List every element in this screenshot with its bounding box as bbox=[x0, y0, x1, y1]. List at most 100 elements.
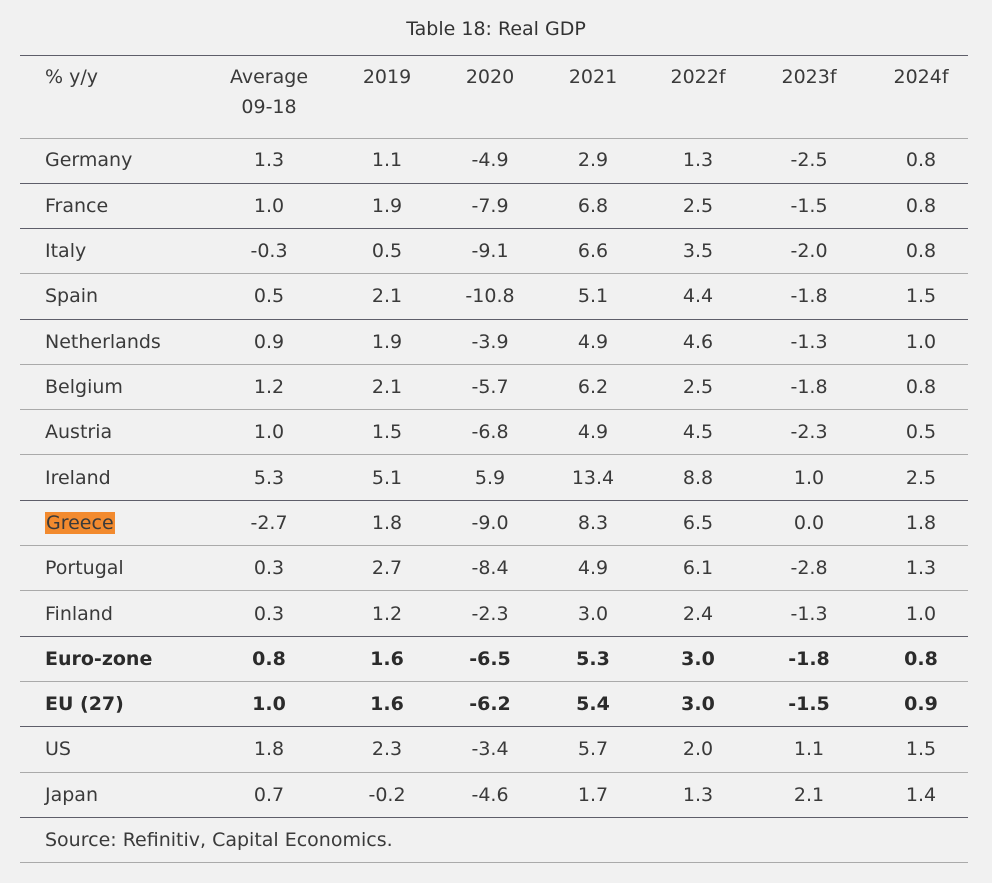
table-cell: -1.8 bbox=[790, 376, 828, 398]
table-cell: 1.6 bbox=[370, 693, 404, 715]
table-cell: 1.0 bbox=[253, 195, 285, 217]
row-label: France bbox=[45, 191, 108, 221]
table-cell: 2.1 bbox=[371, 285, 403, 307]
table-cell: -5.7 bbox=[471, 376, 509, 398]
table-cell: 1.8 bbox=[905, 512, 937, 534]
table-rule bbox=[20, 273, 968, 274]
table-source-note: Source: Refinitiv, Capital Economics. bbox=[45, 829, 393, 851]
table-cell: 1.3 bbox=[905, 557, 937, 579]
column-header: 2023f bbox=[781, 66, 837, 88]
table-cell: 2.4 bbox=[682, 603, 714, 625]
table-cell: -2.3 bbox=[790, 421, 828, 443]
row-label: EU (27) bbox=[45, 689, 124, 719]
table-cell: 2.5 bbox=[905, 467, 937, 489]
table-cell: -9.0 bbox=[471, 512, 509, 534]
table-rule bbox=[20, 817, 968, 818]
table-rule bbox=[20, 55, 968, 56]
table-cell: -0.3 bbox=[250, 240, 288, 262]
table-cell: 6.8 bbox=[577, 195, 609, 217]
table-cell: 4.9 bbox=[577, 421, 609, 443]
row-label-text: EU (27) bbox=[45, 693, 124, 715]
row-label: Belgium bbox=[45, 372, 123, 402]
table-cell: 1.5 bbox=[905, 738, 937, 760]
table-cell: -9.1 bbox=[471, 240, 509, 262]
table-cell: 5.4 bbox=[576, 693, 610, 715]
row-label-text: France bbox=[45, 195, 109, 217]
column-header: 2019 bbox=[362, 66, 412, 88]
table-cell: 6.1 bbox=[682, 557, 714, 579]
table-cell: 5.1 bbox=[371, 467, 403, 489]
table-cell: 2.5 bbox=[682, 376, 714, 398]
table-cell: 4.4 bbox=[682, 285, 714, 307]
table-cell: 1.4 bbox=[905, 784, 937, 806]
row-label: Austria bbox=[45, 417, 112, 447]
table-rule bbox=[20, 772, 968, 773]
table-cell: 4.9 bbox=[577, 331, 609, 353]
table-cell: 5.9 bbox=[474, 467, 506, 489]
table-cell: 0.8 bbox=[905, 376, 937, 398]
table-cell: 8.3 bbox=[577, 512, 609, 534]
row-label-text: Japan bbox=[45, 784, 98, 806]
table-cell: 1.9 bbox=[371, 195, 403, 217]
table-cell: 1.0 bbox=[252, 693, 286, 715]
row-label-text: Germany bbox=[45, 149, 133, 171]
table-cell: -1.5 bbox=[788, 693, 830, 715]
table-cell: 4.5 bbox=[682, 421, 714, 443]
table-cell: 1.3 bbox=[682, 784, 714, 806]
table-title: Table 18: Real GDP bbox=[406, 18, 586, 40]
row-label: Portugal bbox=[45, 553, 124, 583]
table-cell: 3.0 bbox=[681, 648, 715, 670]
table-cell: 0.7 bbox=[253, 784, 285, 806]
table-cell: 3.0 bbox=[577, 603, 609, 625]
table-cell: 0.8 bbox=[252, 648, 286, 670]
table-cell: 6.6 bbox=[577, 240, 609, 262]
table-cell: -3.9 bbox=[471, 331, 509, 353]
table-cell: 1.0 bbox=[253, 421, 285, 443]
row-label-text: Euro-zone bbox=[45, 648, 153, 670]
table-cell: 0.8 bbox=[905, 149, 937, 171]
table-cell: 1.8 bbox=[371, 512, 403, 534]
table-cell: 6.5 bbox=[682, 512, 714, 534]
row-label-text: Austria bbox=[45, 421, 113, 443]
table-cell: 3.0 bbox=[681, 693, 715, 715]
row-label: Ireland bbox=[45, 463, 111, 493]
table-cell: 0.5 bbox=[905, 421, 937, 443]
row-label: Greece bbox=[45, 508, 115, 538]
table-cell: 0.9 bbox=[253, 331, 285, 353]
table-cell: -7.9 bbox=[471, 195, 509, 217]
table-cell: -3.4 bbox=[471, 738, 509, 760]
table-cell: -6.5 bbox=[469, 648, 511, 670]
table-cell: 0.8 bbox=[904, 648, 938, 670]
table-rule bbox=[20, 681, 968, 682]
table-cell: 2.1 bbox=[793, 784, 825, 806]
row-label: Spain bbox=[45, 281, 98, 311]
table-rule bbox=[20, 636, 968, 637]
table-rule bbox=[20, 183, 968, 184]
row-label-text: Portugal bbox=[45, 557, 124, 579]
table-cell: 1.5 bbox=[371, 421, 403, 443]
row-label: Euro-zone bbox=[45, 644, 152, 674]
table-cell: -4.6 bbox=[471, 784, 509, 806]
row-label: Germany bbox=[45, 145, 132, 175]
table-cell: 1.9 bbox=[371, 331, 403, 353]
highlighted-row-label: Greece bbox=[45, 512, 115, 534]
table-rule bbox=[20, 364, 968, 365]
table-cell: 0.5 bbox=[371, 240, 403, 262]
table-cell: -2.8 bbox=[790, 557, 828, 579]
row-label: Netherlands bbox=[45, 327, 161, 357]
row-label-text: Netherlands bbox=[45, 331, 161, 353]
table-cell: 1.6 bbox=[370, 648, 404, 670]
table-cell: 6.2 bbox=[577, 376, 609, 398]
table-cell: 2.9 bbox=[577, 149, 609, 171]
table-cell: -10.8 bbox=[465, 285, 515, 307]
table-cell: -2.3 bbox=[471, 603, 509, 625]
table-cell: 1.5 bbox=[905, 285, 937, 307]
table-cell: 0.8 bbox=[905, 240, 937, 262]
table-cell: 4.9 bbox=[577, 557, 609, 579]
table-cell: 2.7 bbox=[371, 557, 403, 579]
table-cell: -1.5 bbox=[790, 195, 828, 217]
table-cell: -2.5 bbox=[790, 149, 828, 171]
column-header: % y/y bbox=[45, 66, 98, 88]
table-rule bbox=[20, 545, 968, 546]
table-rule bbox=[20, 319, 968, 320]
